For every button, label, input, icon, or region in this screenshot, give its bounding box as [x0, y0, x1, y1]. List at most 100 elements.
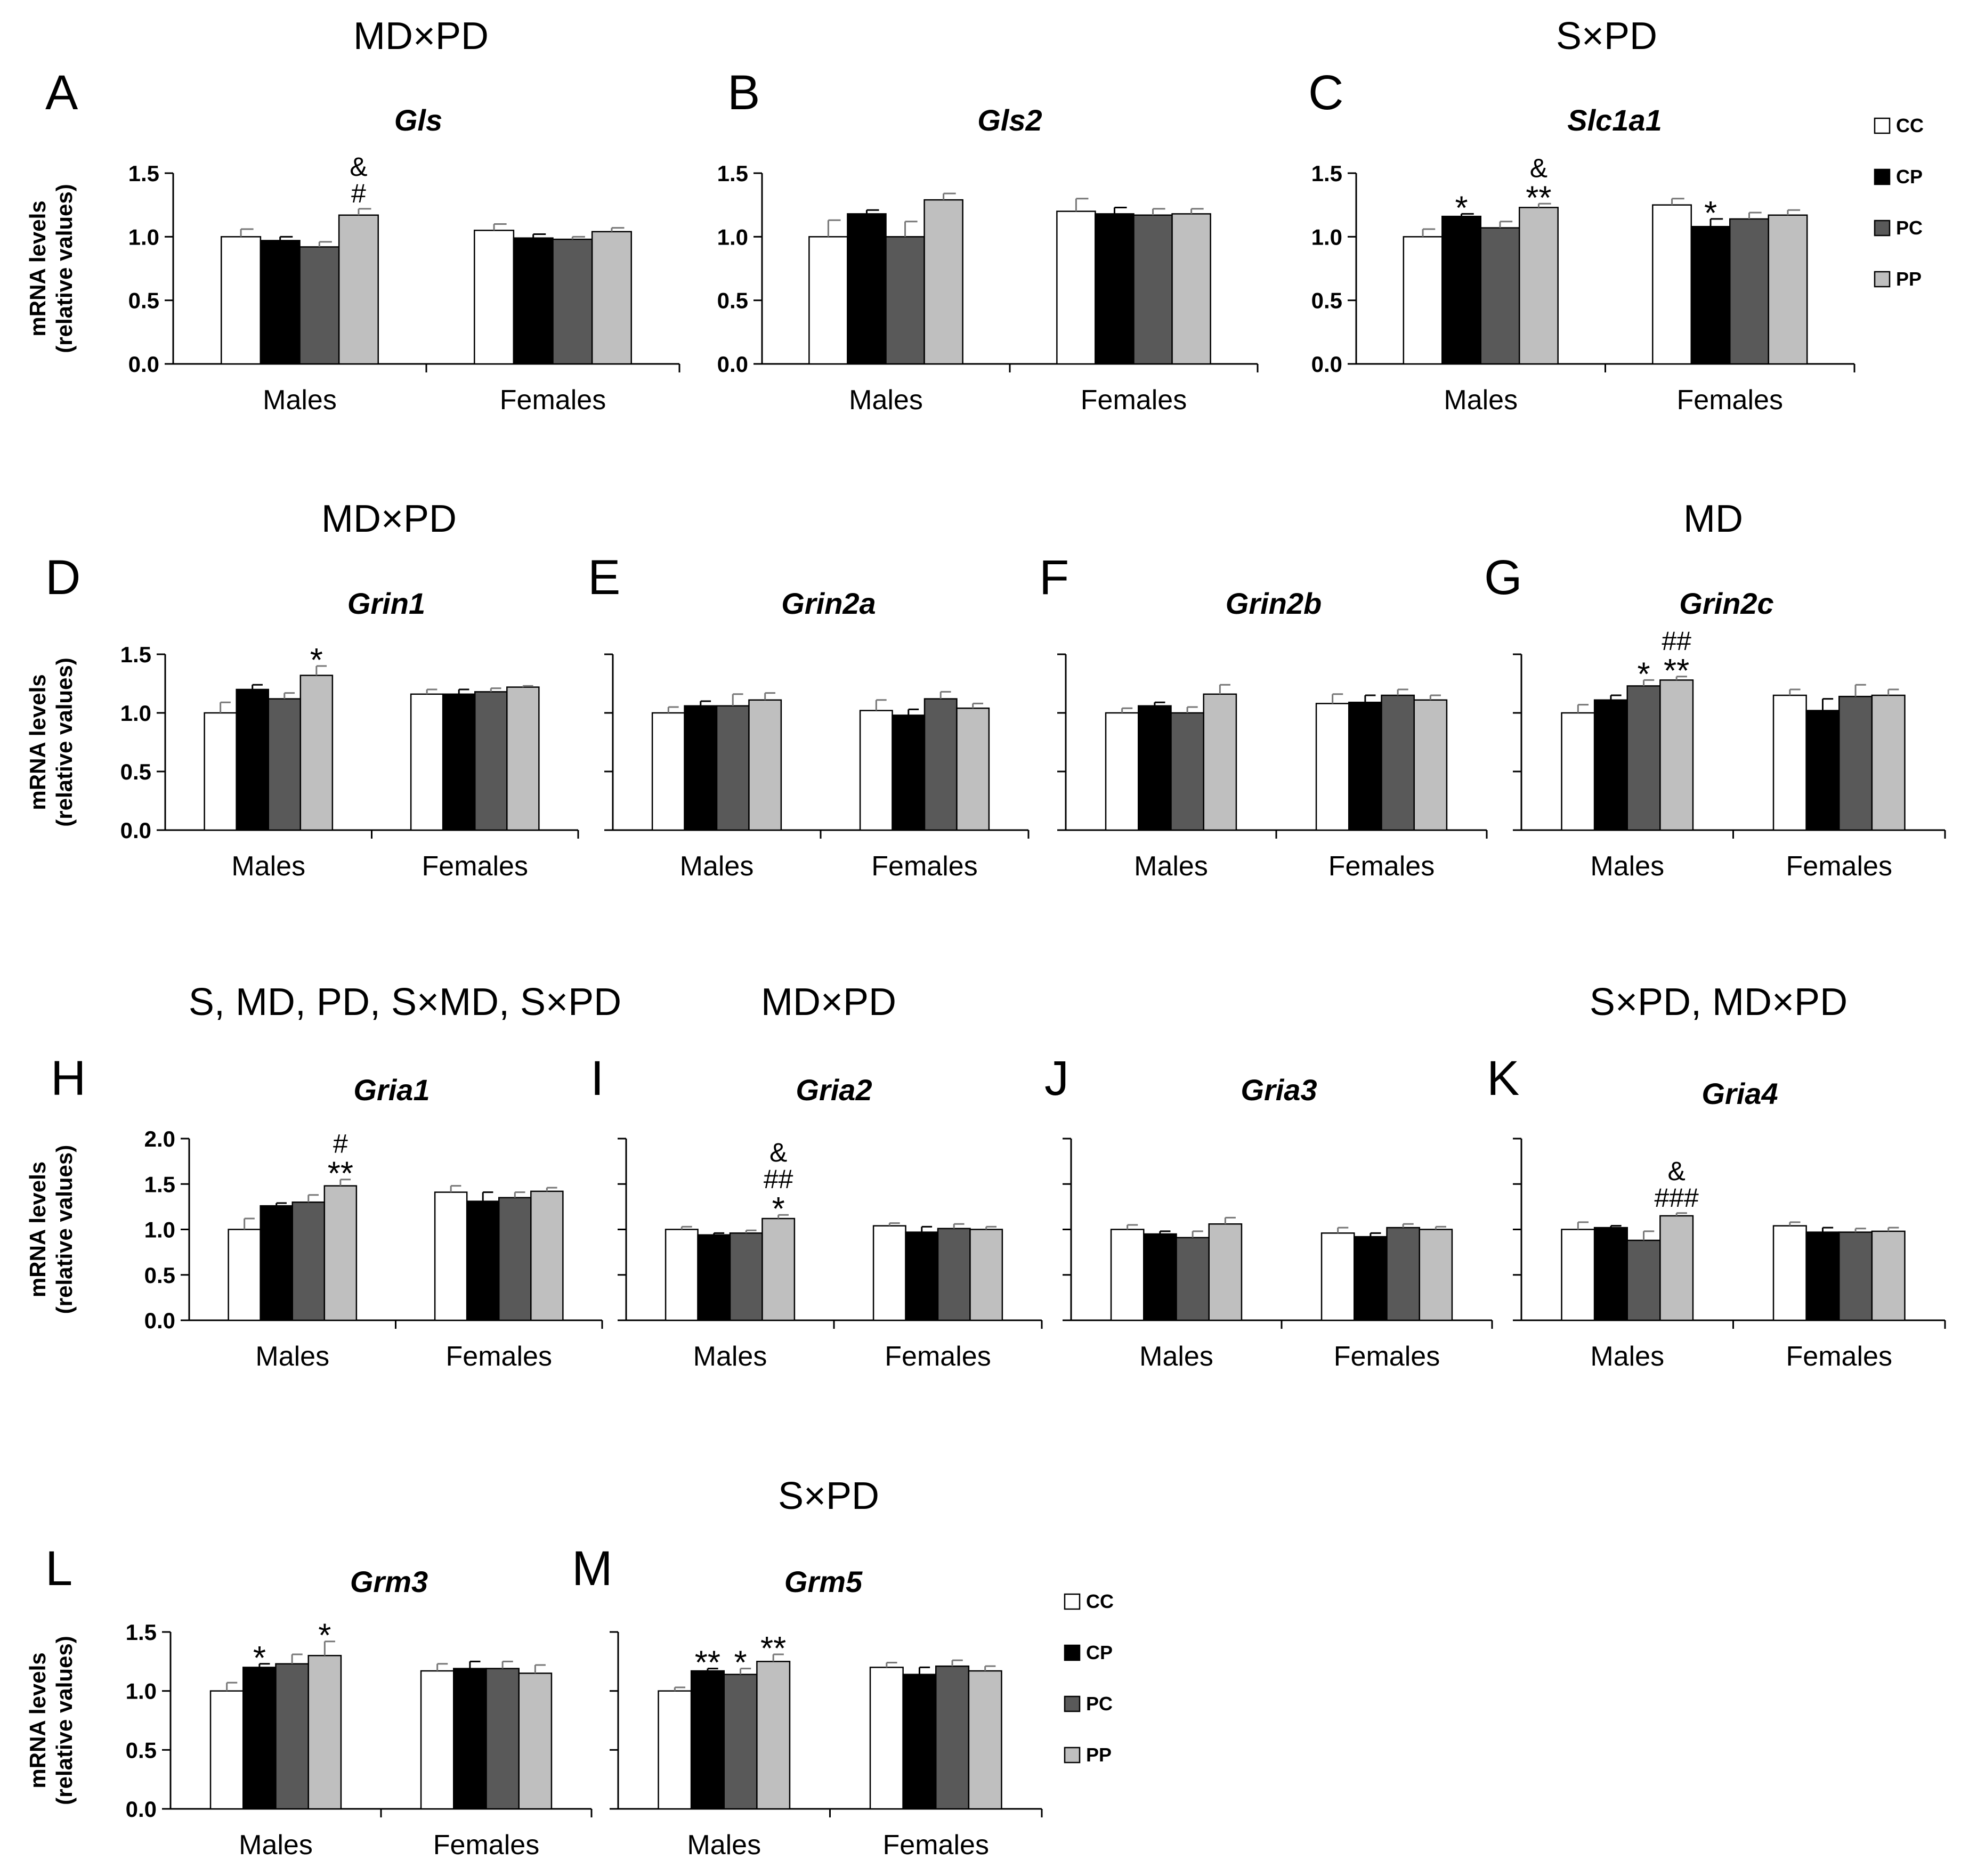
panel-f: F Grin2b Males Females	[1039, 550, 1488, 882]
significance-mark: #	[351, 178, 366, 208]
significance-mark: **	[328, 1156, 353, 1192]
bar-cc	[1772, 1225, 1807, 1321]
bar-cp	[905, 1231, 939, 1321]
x-tick-label: Males	[255, 1341, 329, 1372]
bar-cp	[1354, 1236, 1388, 1321]
bar-pc	[485, 1668, 520, 1810]
significance-mark: *	[1455, 190, 1468, 226]
bar-pp	[1208, 1223, 1243, 1321]
panel-letter: K	[1487, 1051, 1519, 1106]
bar-pp	[506, 686, 540, 831]
bar-cp	[453, 1668, 487, 1810]
panel-h: H Gria1 0.0 0.5 1.0 1.5 2.0 mRNA levels (relativ…	[25, 1051, 603, 1372]
effect-label-row3-left: S, MD, PD, S×MD, S×PD	[189, 981, 621, 1024]
bar-cc	[228, 1229, 261, 1321]
x-tick-label: Females	[885, 1341, 991, 1372]
significance-mark: *	[310, 642, 323, 679]
significance-mark: **	[695, 1645, 720, 1682]
bar-pc	[885, 236, 925, 365]
gene-title: Gria3	[1241, 1073, 1317, 1107]
x-tick-label: Males	[263, 385, 337, 416]
significance-mark: *	[772, 1191, 785, 1228]
y-tick-label: 0.0	[126, 1797, 157, 1822]
bar-cp	[892, 714, 926, 831]
bar-cc	[658, 1690, 692, 1810]
bar-cc	[209, 1690, 244, 1810]
y-axis-label: mRNA levels	[25, 1162, 50, 1297]
bar-cc	[1772, 694, 1807, 831]
x-tick-label: Females	[422, 851, 528, 882]
panel-letter: L	[45, 1541, 72, 1596]
bar-cp	[1441, 215, 1482, 365]
bar-pc	[723, 1674, 758, 1810]
y-tick-label: 1.0	[120, 701, 151, 726]
panel-letter: D	[45, 550, 80, 605]
y-axis-label-units: (relative values)	[52, 1145, 77, 1314]
significance-mark: **	[760, 1630, 786, 1667]
gene-title: Gria1	[353, 1073, 430, 1107]
bar-cp	[1095, 213, 1135, 365]
significance-mark: #	[333, 1129, 348, 1159]
significance-mark: &	[769, 1138, 787, 1167]
gene-title: Grin2a	[781, 587, 876, 620]
bar-pc	[299, 246, 340, 365]
significance-mark: ##	[764, 1164, 793, 1194]
y-tick-label: 0.5	[717, 288, 748, 313]
bar-pp	[1871, 1230, 1906, 1321]
y-axis-label-units: (relative values)	[52, 657, 77, 827]
bar-cc	[410, 693, 444, 831]
bar-pp	[323, 1185, 358, 1321]
x-tick-label: Females	[883, 1830, 989, 1861]
effect-label-row2-left: MD×PD	[321, 498, 457, 540]
bar-pc	[716, 705, 750, 831]
bar-cc	[1320, 1232, 1355, 1321]
bar-cp	[1805, 1231, 1840, 1321]
legend-swatch-pc	[1874, 220, 1891, 237]
x-tick-label: Males	[1139, 1341, 1213, 1372]
bar-cp	[1593, 699, 1628, 831]
panel-letter: G	[1484, 550, 1522, 605]
panel-letter: E	[588, 550, 620, 605]
bar-cc	[1561, 1229, 1595, 1321]
bar-cp	[513, 237, 554, 365]
panel-b: B Gls2 0.0 0.5 1.0 1.5 Males Females	[717, 66, 1259, 416]
panel-l: L Grm3 0.0 0.5 1.0 1.5 mRNA levels (relative va…	[25, 1541, 593, 1861]
bar-cc	[1056, 210, 1096, 365]
y-tick-label: 1.5	[717, 161, 748, 186]
bar-cp	[1143, 1233, 1177, 1321]
x-tick-label: Males	[693, 1341, 767, 1372]
bar-pc	[729, 1232, 763, 1321]
bar-pc	[1170, 712, 1204, 831]
bar-cc	[1652, 204, 1692, 365]
bar-cp	[260, 1205, 293, 1321]
bar-cc	[651, 712, 685, 831]
bar-pp	[968, 1670, 1002, 1810]
effect-label-row4: S×PD	[778, 1475, 879, 1517]
panel-i: I Gria2 Males Females *##&	[590, 1051, 1043, 1372]
bar-cp	[442, 693, 476, 831]
bar-pc	[1729, 218, 1769, 365]
bar-cp	[466, 1200, 500, 1321]
bar-pc	[291, 1201, 326, 1321]
y-tick-label: 0.0	[717, 352, 748, 377]
bar-pc	[935, 1665, 970, 1810]
bar-pp	[591, 231, 632, 365]
x-tick-label: Females	[1786, 851, 1892, 882]
effect-label-row1-right: S×PD	[1556, 15, 1657, 58]
bar-pp	[956, 707, 990, 831]
effect-label-row2-right: MD	[1683, 498, 1743, 540]
x-tick-label: Females	[1677, 385, 1783, 416]
y-axis-label: mRNA levels	[25, 674, 50, 810]
legend-label-cp: CP	[1896, 166, 1923, 188]
y-tick-label: 2.0	[144, 1126, 175, 1151]
bar-pc	[1626, 1239, 1661, 1321]
bar-cp	[847, 213, 887, 365]
bar-cc	[420, 1670, 455, 1810]
y-tick-label: 0.0	[144, 1308, 175, 1333]
bar-cc	[204, 712, 237, 831]
bar-cp	[1805, 710, 1840, 831]
bar-pp	[748, 699, 782, 831]
bar-pc	[1133, 214, 1173, 365]
